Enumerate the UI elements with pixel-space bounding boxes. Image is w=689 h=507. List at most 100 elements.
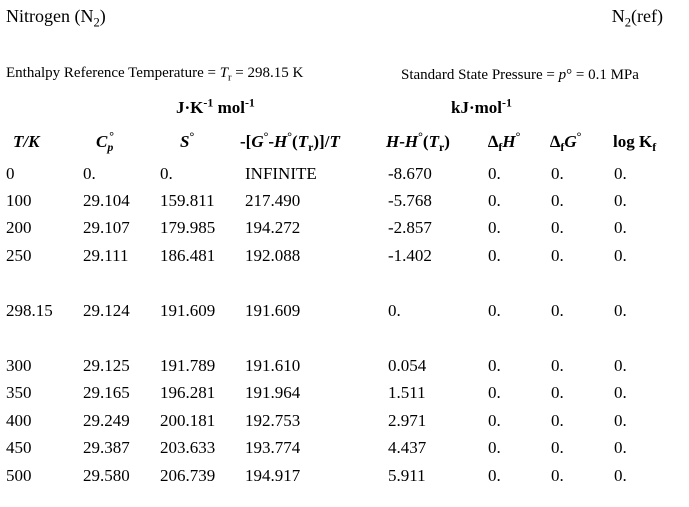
hh-r: r [438, 140, 445, 155]
col-header-gibbs-energy-function: -[G°-H°(Tr)]/T [240, 131, 340, 155]
cell-gef: 193.774 [245, 438, 301, 457]
dfh-h: H [502, 132, 516, 151]
delta-symbol: ∆ [488, 132, 499, 151]
cell-t: 300 [6, 356, 32, 375]
cell-cp: 29.107 [83, 218, 130, 237]
gef-g: G [251, 132, 264, 151]
cell-hh: 0.054 [388, 356, 427, 375]
col-header-entropy: S° [180, 131, 194, 152]
cell-hh: -1.402 [388, 246, 432, 265]
cell-gef: 191.610 [245, 356, 301, 375]
cell-dfg: 0. [551, 246, 564, 265]
cell-dfh: 0. [488, 164, 501, 183]
cell-logk: 0. [614, 438, 627, 457]
cell-hh: -8.670 [388, 164, 432, 183]
cell-dfh: 0. [488, 246, 501, 265]
cell-s: 186.481 [160, 246, 216, 265]
ref-formula-subscript: 2 [624, 15, 632, 30]
cell-s: 203.633 [160, 438, 216, 457]
cp-subscript: p [107, 140, 114, 155]
cell-t: 400 [6, 411, 32, 430]
hh-dash: - [399, 132, 405, 151]
col-header-temperature: T/K [13, 132, 40, 151]
p-value: = 0.1 MPa [572, 67, 639, 83]
cell-logk: 0. [614, 246, 627, 265]
species-close-paren: ) [99, 6, 106, 26]
col-header-enthalpy-formation: ∆fH° [488, 131, 520, 155]
species-title: Nitrogen (N2) [6, 6, 106, 30]
cell-dfg: 0. [551, 356, 564, 375]
reference-state: N2(ref) [611, 6, 663, 30]
cell-hh: 1.511 [388, 383, 426, 402]
cell-cp: 29.249 [83, 411, 130, 430]
cell-gef: 191.609 [245, 301, 301, 320]
cell-cp: 29.125 [83, 356, 130, 375]
cell-dfh: 0. [488, 438, 501, 457]
gef-t: T [297, 132, 309, 151]
entropy-units-b: mol [213, 98, 245, 117]
ref-formula: N [611, 6, 625, 26]
delta-symbol: ∆ [550, 132, 561, 151]
species-formula-subscript: 2 [93, 15, 100, 30]
cell-logk: 0. [614, 356, 627, 375]
cell-t: 350 [6, 383, 32, 402]
ref-suffix: (ref) [631, 6, 663, 26]
cp-symbol: C [96, 132, 108, 151]
cell-t: 500 [6, 466, 32, 485]
tr-value: = 298.15 K [231, 65, 304, 81]
cell-cp: 29.111 [83, 246, 129, 265]
cell-hh: -5.768 [388, 191, 432, 210]
cell-logk: 0. [614, 218, 627, 237]
energy-units: kJ·mol-1 [451, 97, 512, 118]
gef-r: r [308, 140, 314, 155]
hh-paren: ( [422, 132, 429, 151]
dfh-f-subscript: f [498, 140, 503, 155]
cell-s: 179.985 [160, 218, 216, 237]
cell-cp: 29.165 [83, 383, 130, 402]
cell-dfh: 0. [488, 466, 501, 485]
cp-degree: ° [109, 129, 115, 144]
entropy-units: J·K-1 mol-1 [176, 95, 255, 118]
cell-hh: -2.857 [388, 218, 432, 237]
cell-dfg: 0. [551, 218, 564, 237]
species-name: Nitrogen ( [6, 6, 81, 26]
hh-h: H [386, 132, 400, 151]
tr-symbol: T [219, 65, 229, 81]
cell-dfg: 0. [551, 191, 564, 210]
cell-t: 450 [6, 438, 32, 457]
cell-cp: 29.387 [83, 438, 130, 457]
standard-state-pressure: Standard State Pressure = p° = 0.1 MPa [401, 67, 639, 84]
cell-t: 200 [6, 218, 32, 237]
entropy-units-a: J·K [176, 98, 204, 117]
cell-gef: 217.490 [245, 191, 301, 210]
cell-hh: 5.911 [388, 466, 426, 485]
col-header-enthalpy-increment: H-H°(Tr) [386, 131, 450, 155]
cell-logk: 0. [614, 411, 627, 430]
tr-subscript: r [228, 72, 232, 84]
cell-dfg: 0. [551, 411, 564, 430]
col-header-cp: Cp° [96, 129, 118, 155]
gef-dash: - [268, 132, 275, 151]
cell-dfh: 0. [488, 301, 501, 320]
gef-h: H [274, 132, 288, 151]
hh-h2: H [404, 132, 419, 151]
col-header-gibbs-formation: ∆fG° [550, 131, 581, 155]
cell-logk: 0. [614, 383, 627, 402]
cell-dfh: 0. [488, 383, 501, 402]
cell-cp: 0. [83, 164, 96, 183]
cell-gef: 194.272 [245, 218, 301, 237]
gef-t-denominator: T [329, 132, 340, 151]
cell-s: 191.789 [160, 356, 216, 375]
cell-gef: 191.964 [245, 383, 301, 402]
cell-gef: 192.753 [245, 411, 301, 430]
cell-logk: 0. [614, 466, 627, 485]
entropy-units-sup2: -1 [244, 95, 255, 110]
s-symbol: S [180, 132, 190, 151]
cell-dfg: 0. [551, 466, 564, 485]
cell-t: 100 [6, 191, 32, 210]
dfg-f-subscript: f [560, 140, 565, 155]
cell-hh: 2.971 [388, 411, 427, 430]
cell-cp: 29.104 [83, 191, 130, 210]
cell-dfh: 0. [488, 218, 501, 237]
dfg-g: G [564, 132, 577, 151]
